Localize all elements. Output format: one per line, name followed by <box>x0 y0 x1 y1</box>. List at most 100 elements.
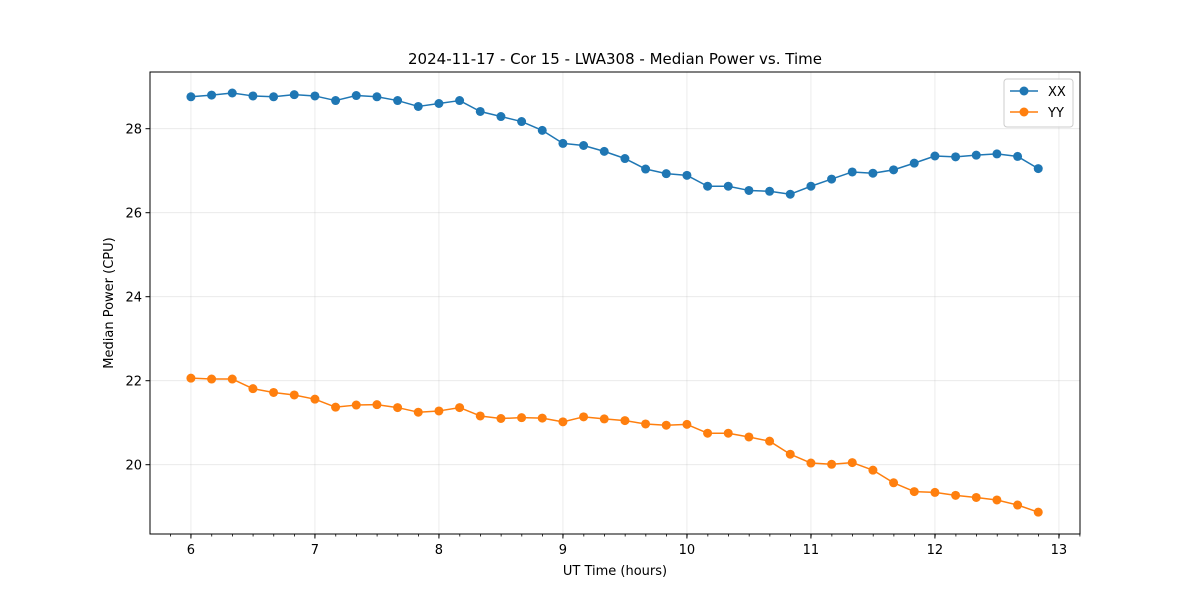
series-xx-point <box>269 92 279 102</box>
series-xx-point <box>207 90 217 100</box>
series-xx-point <box>227 88 237 98</box>
series-yy-point <box>393 403 403 413</box>
series-xx-point <box>785 189 795 199</box>
series-yy-point <box>475 411 485 421</box>
x-tick-label: 9 <box>559 543 567 558</box>
series-xx-point <box>723 181 733 191</box>
y-axis-label: Median Power (CPU) <box>102 237 117 368</box>
series-xx-point <box>351 91 361 101</box>
x-tick-label: 11 <box>803 543 820 558</box>
series-yy-point <box>744 432 754 442</box>
series-xx-point <box>661 169 671 179</box>
series-xx-point <box>475 106 485 116</box>
series-yy-point <box>558 417 568 427</box>
series-xx-point <box>393 96 403 106</box>
series-yy-point <box>227 374 237 384</box>
x-tick-label: 12 <box>927 543 944 558</box>
series-xx-point <box>186 92 196 102</box>
series-yy-point <box>351 400 361 410</box>
series-xx-point <box>599 146 609 156</box>
series-yy-point <box>620 416 630 426</box>
chart-title: 2024-11-17 - Cor 15 - LWA308 - Median Po… <box>408 50 822 68</box>
series-yy-point <box>785 449 795 459</box>
x-tick-label: 13 <box>1051 543 1068 558</box>
series-yy-point <box>951 490 961 500</box>
grid-lines <box>150 72 1080 534</box>
series-xx-point <box>331 96 341 106</box>
series-xx-point <box>641 164 651 174</box>
y-axis: 20 22 24 26 28 <box>125 123 150 474</box>
series-xx-point <box>765 186 775 196</box>
series-yy-point <box>827 459 837 469</box>
series-yy-point <box>186 373 196 383</box>
series-xx-point <box>909 158 919 168</box>
series-yy-point <box>992 495 1002 505</box>
series-yy-point <box>971 492 981 502</box>
series-yy-point <box>310 394 320 404</box>
y-tick-label: 24 <box>125 291 142 306</box>
x-tick-label: 6 <box>187 543 195 558</box>
series-xx-point <box>847 167 857 177</box>
legend-xx-marker <box>1019 86 1029 96</box>
series-yy-point <box>1033 507 1043 517</box>
y-tick-label: 22 <box>125 375 142 390</box>
series-xx-point <box>372 92 382 102</box>
series-yy-point <box>207 374 217 384</box>
series-xx-point <box>496 112 506 122</box>
series-yy-point <box>248 384 258 394</box>
series-xx-point <box>703 181 713 191</box>
series-xx-point <box>868 168 878 178</box>
series-xx-point <box>579 141 589 150</box>
series-yy-point <box>455 403 465 413</box>
series-yy-point <box>269 387 279 397</box>
series-xx-point <box>558 138 568 148</box>
series-xx-point <box>889 165 899 175</box>
legend: XX YY <box>1003 78 1074 128</box>
series-yy-point <box>289 390 299 400</box>
x-tick-label: 8 <box>435 543 443 558</box>
series-yy-point <box>909 487 919 497</box>
series-yy-point <box>661 420 671 430</box>
series-yy-point <box>641 419 651 429</box>
series-xx-point <box>310 91 320 101</box>
y-tick-label: 26 <box>125 207 142 222</box>
series-yy-point <box>372 400 382 410</box>
series-yy-point <box>517 413 527 423</box>
series-xx-point <box>827 174 837 184</box>
series-xx-point <box>744 185 754 195</box>
legend-yy-label: YY <box>1047 106 1064 121</box>
series-xx-point <box>1013 151 1023 161</box>
series-xx-point <box>537 125 547 135</box>
series-yy-point <box>868 465 878 475</box>
series-yy-point <box>496 414 506 423</box>
series-xx-point <box>806 181 816 191</box>
series-yy-point <box>537 413 547 423</box>
x-tick-label: 7 <box>311 543 319 558</box>
series-yy-point <box>331 402 341 412</box>
series-xx-point <box>289 90 299 100</box>
x-tick-label: 10 <box>679 543 696 558</box>
series-xx-point <box>413 101 423 111</box>
series-xx-point <box>682 170 692 180</box>
series-yy-point <box>806 458 816 468</box>
series-xx-point <box>930 151 940 161</box>
legend-yy-marker <box>1019 107 1029 117</box>
series-yy-point <box>889 478 899 488</box>
series-yy-point <box>682 419 692 429</box>
series-yy-point <box>434 406 444 416</box>
series-xx-point <box>455 96 465 106</box>
series-xx-point <box>951 152 961 162</box>
series-xx-point <box>992 149 1002 159</box>
series-yy-point <box>930 487 940 497</box>
series-yy-point <box>723 428 733 438</box>
series-yy-point <box>413 407 423 417</box>
series-yy-point <box>847 458 857 468</box>
series-xx-point <box>248 91 258 101</box>
series-yy-point <box>703 428 713 438</box>
series-yy-point <box>1013 500 1023 510</box>
series-xx-point <box>620 154 630 164</box>
series-xx-point <box>971 150 981 160</box>
series-xx-point <box>1033 164 1043 174</box>
plot-area-frame <box>149 71 1081 535</box>
